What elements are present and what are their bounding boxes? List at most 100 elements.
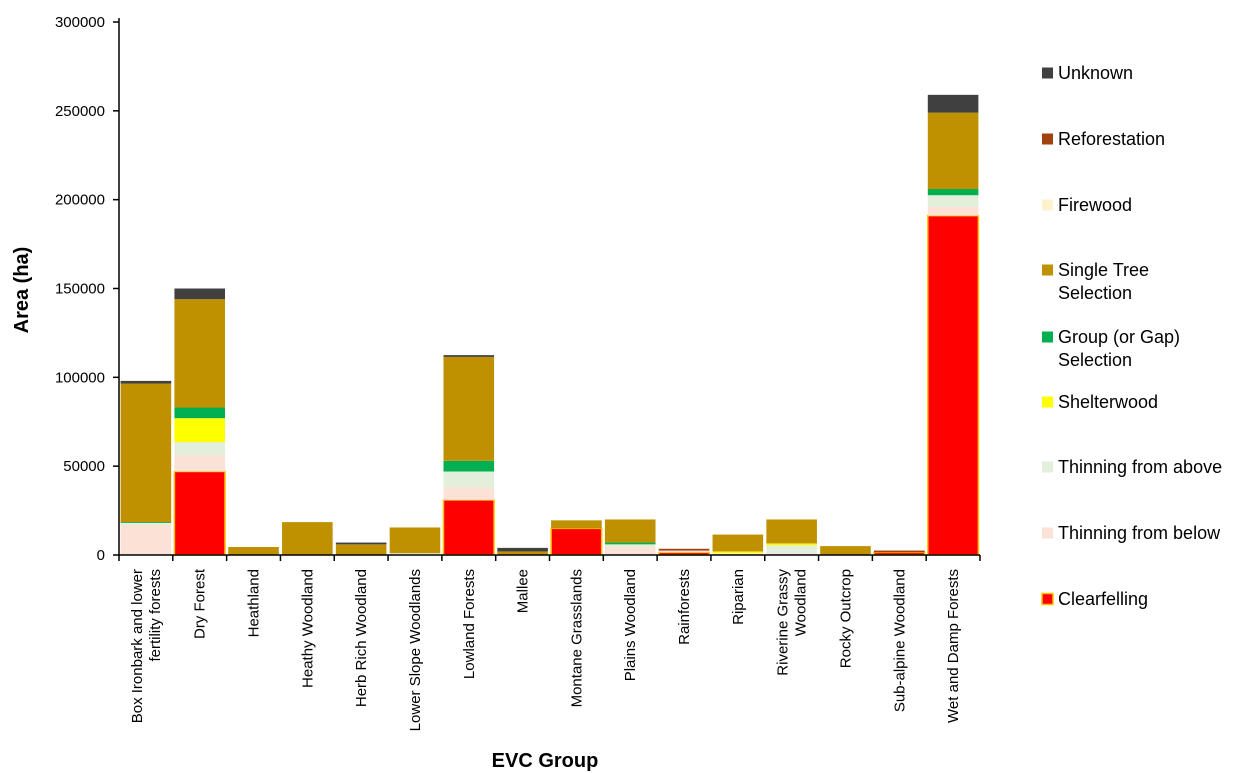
bar-thinning-from-below-dry-forest <box>174 455 226 472</box>
x-tick-label-line: Wet and Damp Forests <box>945 569 962 723</box>
legend-label: Group (or Gap) <box>1058 327 1180 347</box>
legend-item-clearfelling: Clearfelling <box>1041 589 1148 609</box>
bar-thinning-from-above-wet-and-damp-forests <box>927 195 979 207</box>
x-tick-label-heathland: Heathland <box>246 569 263 637</box>
x-tick-label-riverine-grassy-woodland: Riverine Grassy Woodland <box>775 569 810 676</box>
bar-thinning-from-above-riverine-grassy-woodland <box>766 545 817 554</box>
bar-single-tree-selection-lower-slope-woodlands <box>389 527 441 554</box>
bar-unknown-herb-rich-woodland <box>335 542 387 545</box>
bar-single-tree-selection-herb-rich-woodland <box>335 544 387 555</box>
x-tick-label-line: fertility forests <box>147 569 164 662</box>
legend-swatch <box>1042 133 1053 145</box>
legend-swatch <box>1041 592 1054 606</box>
bar-thinning-from-below-wet-and-damp-forests <box>927 206 979 216</box>
legend-swatch <box>1042 67 1053 79</box>
legend-label: Reforestation <box>1058 129 1165 149</box>
y-tick-label: 150000 <box>55 281 105 298</box>
bar-thinning-from-above-box-ironbark-and-lower-fertility-forests <box>120 523 172 525</box>
bar-group-or-gap-selection-box-ironbark-and-lower-fertility-forests <box>120 522 172 524</box>
x-tick-label-line: Heathland <box>246 569 263 637</box>
legend-label: Selection <box>1058 283 1132 303</box>
x-tick-label-dry-forest: Dry Forest <box>192 568 209 639</box>
bar-single-tree-selection-dry-forest <box>174 299 226 408</box>
y-tick-label: 200000 <box>55 192 105 209</box>
legend-item-reforestation: Reforestation <box>1042 129 1165 149</box>
legend-label: Selection <box>1058 350 1132 370</box>
x-tick-label-box-ironbark-and-lower-fertility-forests: Box Ironbark and lower fertility forests <box>129 569 164 723</box>
x-tick-label-wet-and-damp-forests: Wet and Damp Forests <box>945 569 962 723</box>
legend-swatch <box>1042 331 1053 343</box>
x-axis-title: EVC Group <box>492 750 599 772</box>
legend-item-firewood: Firewood <box>1042 195 1132 215</box>
y-tick-label: 250000 <box>55 103 105 120</box>
x-tick-label-line: Rainforests <box>676 569 693 645</box>
legend-swatch <box>1042 264 1053 276</box>
bar-thinning-from-below-lowland-forests <box>443 487 495 500</box>
y-tick-label: 100000 <box>55 369 105 386</box>
x-tick-label-line: Mallee <box>515 569 532 613</box>
legend-item-group-or-gap-selection: Group (or Gap) Selection <box>1042 327 1180 370</box>
legend-label: Thinning from below <box>1058 523 1221 543</box>
x-tick-labels: Box Ironbark and lower fertility forests D… <box>129 568 962 731</box>
legend-label: Firewood <box>1058 195 1132 215</box>
x-tick-label-line: Herb Rich Woodland <box>353 569 370 707</box>
bar-thinning-from-above-lower-slope-woodlands <box>389 553 441 555</box>
bar-shelterwood-riparian <box>712 551 764 554</box>
bar-shelterwood-dry-forest <box>174 418 226 443</box>
bar-thinning-from-below-riparian <box>712 553 764 555</box>
bar-group-or-gap-selection-lowland-forests <box>443 460 495 472</box>
legend-swatch <box>1042 527 1053 539</box>
bar-thinning-from-above-plains-woodland <box>604 544 656 547</box>
legend-item-single-tree-selection: Single Tree Selection <box>1042 260 1149 303</box>
legend-item-thinning-from-below: Thinning from below <box>1042 523 1221 543</box>
x-tick-label-plains-woodland: Plains Woodland <box>622 569 639 681</box>
bar-group-or-gap-selection-dry-forest <box>174 407 226 419</box>
bar-thinning-from-above-lowland-forests <box>443 471 495 488</box>
bar-single-tree-selection-heathy-woodland <box>282 522 333 555</box>
x-tick-label-line: Riparian <box>730 569 747 625</box>
bar-reforestation-sub-alpine-woodland <box>873 550 925 553</box>
bar-single-tree-selection-box-ironbark-and-lower-fertility-forests <box>120 383 172 523</box>
bar-single-tree-selection-riparian <box>712 534 764 552</box>
legend-label: Thinning from above <box>1058 457 1222 477</box>
bar-group-or-gap-selection-wet-and-damp-forests <box>927 189 979 196</box>
y-tick-label: 300000 <box>55 14 105 31</box>
bar-shelterwood-riverine-grassy-woodland <box>766 543 817 546</box>
bar-thinning-from-below-plains-woodland <box>604 547 656 555</box>
x-tick-label-lowland-forests: Lowland Forests <box>461 569 478 679</box>
x-tick-label-line: Box Ironbark and lower <box>129 569 146 723</box>
x-tick-label-line: Sub-alpine Woodland <box>891 569 908 712</box>
bars-layer <box>120 94 980 556</box>
legend-swatch <box>1042 461 1053 473</box>
x-tick-label-line: Heathy Woodland <box>299 569 316 688</box>
y-tick-label: 0 <box>97 547 105 564</box>
bar-single-tree-selection-montane-grasslands <box>551 520 602 529</box>
x-tick-label-line: Lower Slope Woodlands <box>407 569 424 731</box>
bar-single-tree-selection-riverine-grassy-woodland <box>766 519 817 544</box>
bar-single-tree-selection-plains-woodland <box>604 519 656 543</box>
legend: Unknown Reforestation Firewood Single TreeS… <box>1041 63 1222 609</box>
bar-clearfelling-montane-grasslands <box>550 527 603 556</box>
x-tick-label-line: Riverine Grassy <box>775 569 792 676</box>
bar-single-tree-selection-lowland-forests <box>443 356 495 461</box>
bar-unknown-box-ironbark-and-lower-fertility-forests <box>120 380 172 384</box>
x-tick-label-montane-grasslands: Montane Grasslands <box>568 569 585 707</box>
y-tick-label: 50000 <box>63 458 105 475</box>
bar-single-tree-selection-heathland <box>228 547 279 555</box>
bar-thinning-from-below-riverine-grassy-woodland <box>766 553 817 555</box>
x-tick-label-line: Dry Forest <box>192 568 209 639</box>
x-tick-label-line: Rocky Outcrop <box>837 569 854 668</box>
legend-item-thinning-from-above: Thinning from above <box>1042 457 1222 477</box>
bar-group-or-gap-selection-plains-woodland <box>604 542 656 545</box>
axes-layer: 0 50000 100000 150000 200000 250000 300000 <box>55 14 981 564</box>
bar-unknown-lowland-forests <box>443 355 495 357</box>
x-tick-label-heathy-woodland: Heathy Woodland <box>299 569 316 688</box>
y-axis-title: Area (ha) <box>11 247 33 334</box>
x-tick-label-line: Woodland <box>793 569 810 636</box>
bar-thinning-from-below-rainforests <box>658 550 710 553</box>
bar-thinning-from-above-dry-forest <box>174 442 226 456</box>
x-tick-label-line: Plains Woodland <box>622 569 639 681</box>
legend-item-unknown: Unknown <box>1042 63 1133 83</box>
x-tick-label-rocky-outcrop: Rocky Outcrop <box>837 569 854 668</box>
